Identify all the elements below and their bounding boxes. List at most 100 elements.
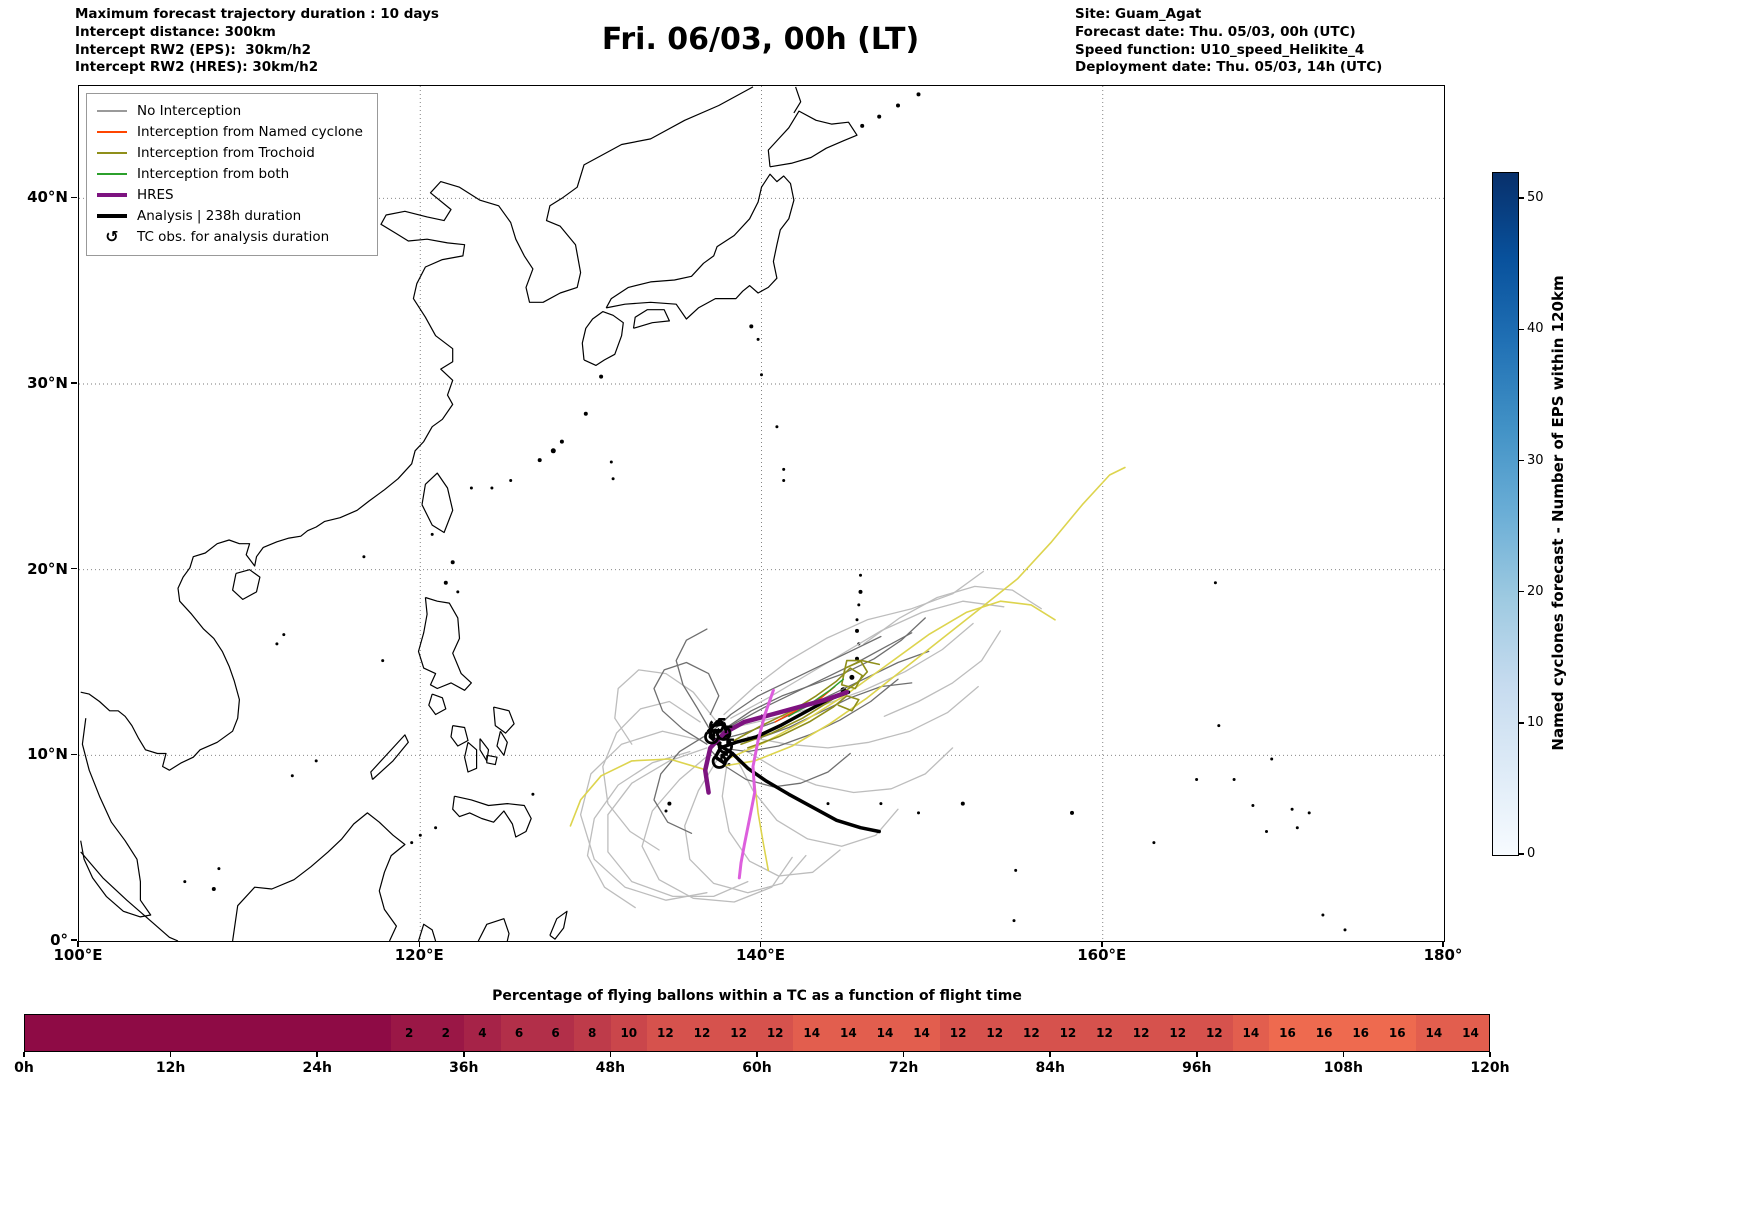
island-dot [183,880,187,884]
island-dot [1307,811,1311,815]
bar-segment: 14 [1452,1015,1489,1051]
colorbar-tick-label: 30 [1527,452,1544,468]
legend-line-swatch [97,192,127,197]
coastline [486,754,498,766]
coastline [417,596,472,691]
hour-tick-label: 72h [888,1060,919,1076]
island-dot [275,642,279,646]
island-dot [1295,826,1299,830]
header-line: Deployment date: Thu. 05/03, 14h (UTC) [1075,59,1383,76]
bar-segment: 12 [720,1015,757,1051]
bar-segment: 16 [1342,1015,1379,1051]
header-line: Intercept RW2 (EPS): 30km/h2 [75,41,311,58]
legend-item-label: No Interception [137,102,242,119]
colorbar-tick-label: 0 [1527,846,1536,861]
x-tick-mark [759,941,762,947]
trajectory-gray_light [863,585,1042,645]
bar-segment [317,1015,355,1051]
hour-tick-label: 48h [595,1060,626,1076]
coastline [605,173,795,320]
hour-tick-mark [902,1052,905,1057]
island-dot [1251,804,1255,807]
legend-item-label: Interception from Trochoid [137,144,315,161]
map-plot-area: ↺ ↺ ↺ ↺ ↺ No Interception Interception from N… [78,85,1445,942]
tc-obs-symbol: ↺ [710,748,730,776]
island-dot [1014,868,1018,872]
island-dot [537,458,542,463]
hour-tick-mark [756,1052,758,1057]
island-dot [583,411,588,416]
tc-obs-symbol: ↺ [714,720,734,748]
trajectory-yellow [753,782,770,872]
trajectory-yellow [569,758,708,827]
hour-tick-label: 120h [1470,1060,1510,1076]
island-dot [1012,919,1016,923]
island-dot [860,123,865,128]
map-canvas: ↺↺↺↺↺ [79,86,1444,942]
hour-tick-label: 36h [449,1060,479,1076]
island-dot [896,103,900,108]
y-tick-label: 40°N [27,188,68,207]
trajectory-gray_light [883,630,1002,717]
map-legend: No Interception Interception from Named c… [86,93,378,256]
bar-segment: 12 [756,1015,794,1051]
x-tick-label: 160°E [1077,946,1127,964]
bar-segment: 16 [1269,1015,1306,1051]
island-dot [859,573,862,577]
bar-segment [244,1015,282,1051]
bar-segment: 12 [939,1015,977,1051]
hour-tick-mark [1049,1052,1051,1057]
bar-segment: 12 [1196,1015,1233,1051]
trajectory-gray_dark [726,682,913,745]
island-dot [916,92,921,97]
legend-item-label: Analysis | 238h duration [137,207,302,224]
y-tick-label: 10°N [27,745,68,764]
island-dot [1070,810,1074,815]
coastline [464,741,478,773]
island-dot [1265,830,1268,833]
hour-tick-label: 108h [1323,1060,1363,1076]
hour-tick-mark [609,1052,612,1057]
legend-line-swatch [97,172,127,175]
hour-tick-label: 84h [1035,1060,1065,1076]
trajectory-gray_dark [709,635,882,734]
trajectory-gray_light [607,747,749,898]
bar-segment: 14 [793,1015,831,1051]
trajectory-gray_light [602,700,701,851]
trajectory-gray_dark [653,661,720,745]
header-line: Speed function: U10_speed_Helikite_4 [1075,41,1365,58]
bar-segment [207,1015,245,1051]
trajectory-gray_dark [723,617,926,730]
coastline [80,86,754,771]
island-dot [849,674,855,680]
coastline [581,311,624,366]
island-dot [1152,841,1156,845]
bar-segment: 2 [390,1015,428,1051]
site-info-block: Site: Guam_Agat Forecast date: Thu. 05/03… [1075,6,1382,77]
coastline [417,923,437,942]
bar-segment: 14 [1232,1015,1270,1051]
bar-segment [354,1015,391,1051]
bar-segment: 12 [1122,1015,1160,1051]
bar-segment: 4 [464,1015,501,1051]
island-dot [509,479,513,482]
tc-obs-symbol: ↺ [702,724,722,752]
island-dot [450,560,455,565]
coastline [767,110,858,168]
coastline [477,918,510,942]
colorbar-tick-label: 10 [1527,714,1544,730]
bar-segment [281,1015,318,1051]
trajectory-purple [702,689,850,795]
y-tick-mark [71,382,77,384]
trajectory-gray_light [723,570,984,716]
trajectory-gray_light [614,669,717,745]
island-dot [1321,913,1325,917]
y-tick-label: 0° [50,931,68,949]
trajectory-gray_light [641,752,793,903]
tc-obs-symbol: ↺ [716,733,736,761]
coastline [450,725,469,747]
island-dot [960,801,965,806]
legend-line-swatch [97,130,127,133]
island-dot [855,618,859,622]
bar-segment: 6 [500,1015,538,1051]
